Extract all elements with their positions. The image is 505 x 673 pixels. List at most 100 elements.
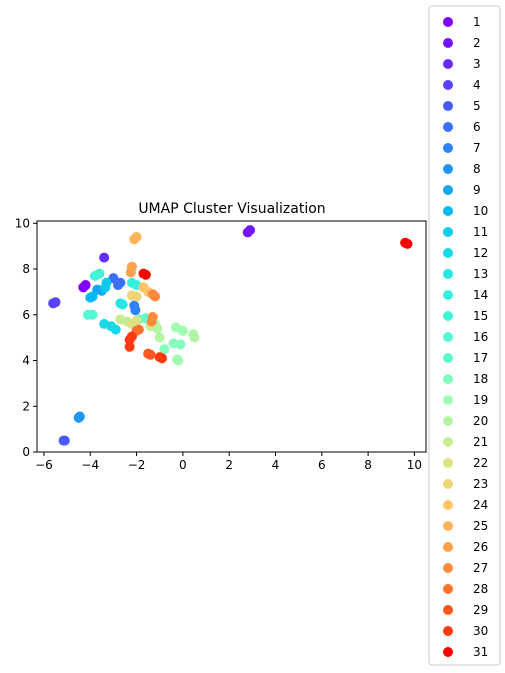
data-point-cluster-4 [50, 297, 61, 308]
legend-marker-14 [443, 290, 453, 300]
legend-label-12: 12 [473, 246, 488, 260]
legend-marker-12 [443, 248, 453, 258]
data-point-cluster-12 [110, 324, 121, 335]
legend-marker-3 [443, 59, 453, 69]
legend-label-5: 5 [473, 99, 481, 113]
x-tick-label: 2 [225, 458, 233, 472]
data-point-cluster-30 [154, 352, 165, 363]
y-tick-label: 8 [22, 262, 30, 276]
y-tick-label: 2 [22, 399, 30, 413]
y-tick-label: 10 [15, 216, 30, 230]
legend-marker-27 [443, 563, 453, 573]
data-point-cluster-8 [74, 411, 85, 422]
data-point-cluster-25 [131, 232, 142, 243]
legend-label-25: 25 [473, 519, 488, 533]
data-point-cluster-31 [140, 269, 151, 280]
legend-marker-21 [443, 437, 453, 447]
legend-marker-4 [443, 80, 453, 90]
data-point-cluster-19 [172, 354, 183, 365]
data-point-cluster-22 [131, 315, 142, 326]
legend-label-21: 21 [473, 435, 488, 449]
legend-marker-28 [443, 584, 453, 594]
legend-marker-23 [443, 479, 453, 489]
legend: 1234567891011121314151617181920212223242… [428, 5, 501, 666]
legend-marker-8 [443, 164, 453, 174]
legend-label-24: 24 [473, 498, 488, 512]
legend-marker-16 [443, 332, 453, 342]
legend-marker-6 [443, 122, 453, 132]
legend-marker-20 [443, 416, 453, 426]
x-axis: −6 −4 −2 0 2 4 6 8 10 [35, 452, 422, 472]
legend-marker-2 [443, 38, 453, 48]
data-point-cluster-19 [177, 325, 188, 336]
data-point-cluster-10 [85, 292, 96, 303]
data-point-cluster-1 [80, 280, 91, 291]
legend-label-17: 17 [473, 351, 488, 365]
legend-label-27: 27 [473, 561, 488, 575]
data-point-cluster-27 [150, 291, 161, 302]
data-point-cluster-30 [126, 331, 137, 342]
legend-label-23: 23 [473, 477, 488, 491]
legend-label-30: 30 [473, 624, 488, 638]
legend-label-1: 1 [473, 15, 481, 29]
data-point-cluster-18 [159, 344, 170, 355]
data-point-cluster-13 [117, 299, 128, 310]
legend-label-29: 29 [473, 603, 488, 617]
data-point-cluster-20 [154, 332, 165, 343]
legend-label-26: 26 [473, 540, 488, 554]
legend-marker-18 [443, 374, 453, 384]
legend-label-2: 2 [473, 36, 481, 50]
x-tick-label: 8 [364, 458, 372, 472]
legend-marker-7 [443, 143, 453, 153]
legend-marker-13 [443, 269, 453, 279]
chart-title: UMAP Cluster Visualization [138, 201, 325, 217]
legend-label-31: 31 [473, 645, 488, 659]
data-point-cluster-23 [131, 291, 142, 302]
data-point-cluster-3 [99, 252, 110, 263]
legend-marker-19 [443, 395, 453, 405]
data-point-cluster-31 [400, 237, 411, 248]
legend-label-20: 20 [473, 414, 488, 428]
data-point-cluster-20 [189, 332, 200, 343]
legend-label-3: 3 [473, 57, 481, 71]
legend-marker-1 [443, 17, 453, 27]
data-point-cluster-15 [94, 268, 105, 279]
data-point-cluster-18 [175, 339, 186, 350]
data-point-cluster-16 [87, 309, 98, 320]
legend-marker-11 [443, 227, 453, 237]
legend-label-28: 28 [473, 582, 488, 596]
legend-label-16: 16 [473, 330, 488, 344]
y-tick-label: 4 [22, 354, 30, 368]
legend-label-10: 10 [473, 204, 488, 218]
data-point-cluster-6 [113, 280, 124, 291]
legend-marker-31 [443, 647, 453, 657]
x-tick-label: −4 [81, 458, 99, 472]
legend-label-22: 22 [473, 456, 488, 470]
legend-marker-22 [443, 458, 453, 468]
data-point-cluster-30 [124, 341, 135, 352]
legend-label-9: 9 [473, 183, 481, 197]
x-tick-label: −6 [35, 458, 53, 472]
legend-box [428, 5, 501, 666]
legend-label-18: 18 [473, 372, 488, 386]
data-point-cluster-11 [100, 282, 111, 293]
legend-label-15: 15 [473, 309, 488, 323]
scatter-points [48, 225, 413, 446]
x-tick-label: 0 [179, 458, 187, 472]
data-point-cluster-5 [59, 435, 70, 446]
legend-label-19: 19 [473, 393, 488, 407]
legend-label-7: 7 [473, 141, 481, 155]
data-point-cluster-2 [245, 225, 256, 236]
x-tick-label: 10 [407, 458, 422, 472]
legend-marker-24 [443, 500, 453, 510]
legend-marker-5 [443, 101, 453, 111]
legend-label-8: 8 [473, 162, 481, 176]
x-tick-label: 6 [318, 458, 326, 472]
legend-marker-29 [443, 605, 453, 615]
data-point-cluster-27 [146, 316, 157, 327]
legend-label-4: 4 [473, 78, 481, 92]
data-point-cluster-26 [125, 267, 136, 278]
data-point-cluster-29 [143, 348, 154, 359]
plot-frame [36, 220, 427, 453]
